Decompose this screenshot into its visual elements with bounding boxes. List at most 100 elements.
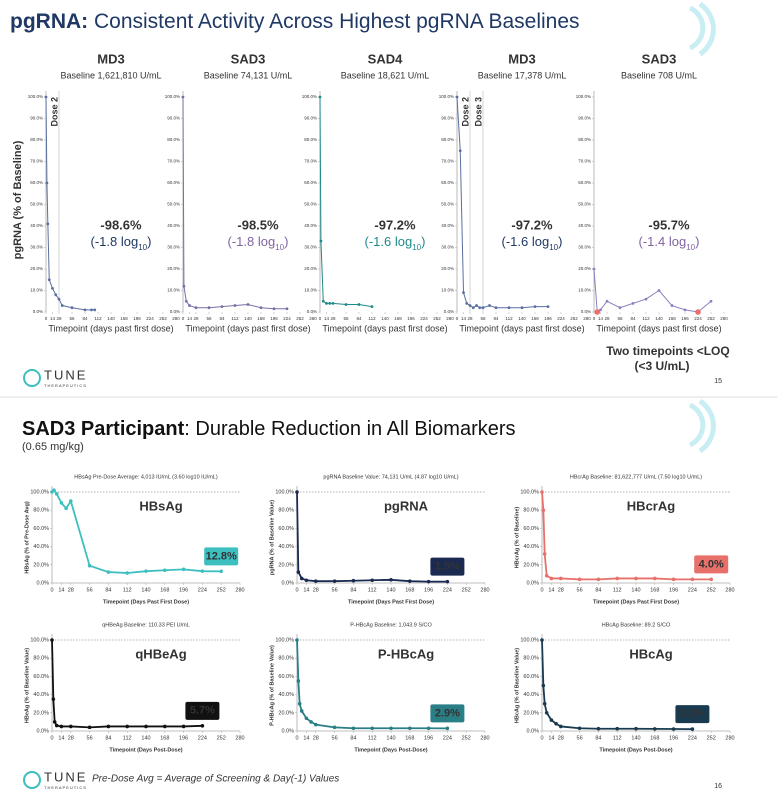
data-point xyxy=(634,576,638,581)
x-tick-label: 28 xyxy=(558,587,564,593)
x-tick-label: 28 xyxy=(558,735,564,741)
x-tick-label: 224 xyxy=(283,316,291,321)
annotation-log-part: ) xyxy=(558,234,562,249)
data-point xyxy=(533,305,537,309)
data-point xyxy=(304,716,309,721)
data-point xyxy=(331,302,335,305)
data-point xyxy=(200,569,205,573)
panel-subtitle: Baseline 74,131 U/mL xyxy=(204,70,293,80)
y-tick-label: 20.0% xyxy=(33,710,49,716)
data-point xyxy=(546,305,550,309)
x-tick-label: 84 xyxy=(105,735,111,741)
data-point xyxy=(445,579,450,584)
y-tick-label: 90.0% xyxy=(167,116,180,121)
data-point xyxy=(357,303,361,306)
y-tick-label: 100.0% xyxy=(520,637,539,643)
y-tick-label: 40.0% xyxy=(523,692,539,698)
annotation-log-part: (-1.8 log xyxy=(228,234,276,249)
data-point xyxy=(332,725,337,730)
data-point xyxy=(389,578,393,582)
chart-title: HBcrAg xyxy=(627,498,675,513)
x-tick-label: 140 xyxy=(386,735,395,741)
value-label-box xyxy=(675,705,710,724)
data-point xyxy=(93,308,97,312)
data-point xyxy=(90,308,93,312)
y-axis-label: HBsAg (% of Pre-Dose Avg) xyxy=(24,501,30,573)
data-point xyxy=(671,577,676,582)
x-tick-label: 196 xyxy=(681,316,689,321)
x-tick-label: 112 xyxy=(123,735,132,741)
data-point xyxy=(653,576,657,581)
data-point xyxy=(445,726,450,731)
title-rest: : Durable Reduction in All Biomarkers xyxy=(184,418,515,440)
data-point xyxy=(295,490,299,494)
y-tick-label: 100.0% xyxy=(439,94,454,99)
annotation-log-part: 10 xyxy=(412,243,421,252)
chart-title: pgRNA xyxy=(384,498,429,513)
x-tick-label: 168 xyxy=(668,316,676,321)
y-tick-label: 50.0% xyxy=(441,202,454,207)
data-point xyxy=(181,567,186,572)
x-axis-label: Timepoint (days past first dose) xyxy=(48,323,173,333)
data-point xyxy=(709,577,713,582)
x-tick-label: 84 xyxy=(105,587,111,593)
annotation: -97.2% xyxy=(374,217,416,232)
x-tick-label: 0 xyxy=(456,316,459,321)
y-tick-label: 30.0% xyxy=(30,245,43,250)
data-point xyxy=(559,724,563,729)
x-axis-label: Timepoint (Days Past First Dose) xyxy=(348,599,434,605)
annotation-log-part: (-1.6 log xyxy=(365,234,413,249)
data-point xyxy=(246,303,250,306)
data-point xyxy=(87,725,92,730)
x-tick-label: 112 xyxy=(642,316,650,321)
data-point xyxy=(549,718,554,722)
x-tick-label: 168 xyxy=(120,316,128,321)
annotation-log-part: ) xyxy=(421,234,425,249)
x-tick-label: 224 xyxy=(146,316,154,321)
y-tick-label: 30.0% xyxy=(441,245,454,250)
data-point xyxy=(577,577,582,582)
data-point xyxy=(540,638,544,642)
data-point xyxy=(541,508,546,512)
logo-icon xyxy=(23,771,41,789)
x-tick-label: 0 xyxy=(50,587,53,593)
x-tick-label: 168 xyxy=(257,316,265,321)
slide-title: SAD3 Participant: Durable Reduction in A… xyxy=(22,418,516,440)
x-tick-label: 56 xyxy=(343,316,349,321)
data-point xyxy=(370,726,375,731)
annotation-log-part: 10 xyxy=(275,243,284,252)
y-tick-label: 10.0% xyxy=(167,288,180,293)
x-tick-label: 14 xyxy=(303,735,309,741)
data-point xyxy=(318,95,322,99)
annotation-log: (-1.8 log10) xyxy=(91,234,152,251)
data-point xyxy=(605,299,609,303)
data-point xyxy=(596,577,601,582)
y-tick-label: 60.0% xyxy=(278,526,294,532)
x-tick-label: 56 xyxy=(87,735,93,741)
x-tick-label: 140 xyxy=(381,316,389,321)
y-tick-label: 100.0% xyxy=(30,637,49,643)
data-point xyxy=(634,726,638,731)
data-point xyxy=(59,501,64,505)
data-point xyxy=(458,149,462,153)
y-tick-label: 0.0% xyxy=(526,580,539,586)
x-tick-label: 140 xyxy=(631,587,640,593)
y-tick-label: 80.0% xyxy=(167,137,180,142)
x-tick-label: 252 xyxy=(707,316,715,321)
x-tick-label: 28 xyxy=(604,316,610,321)
data-point xyxy=(426,579,431,584)
data-point xyxy=(182,284,186,288)
x-tick-label: 168 xyxy=(531,316,539,321)
value-label: 1.5% xyxy=(435,561,460,573)
y-tick-label: 0.0% xyxy=(281,580,294,586)
data-point xyxy=(46,222,50,226)
chart-note: HBcAg Baseline: 89.2 S/CO xyxy=(602,622,671,628)
data-point xyxy=(478,306,482,310)
data-point xyxy=(285,307,289,311)
y-tick-label: 60.0% xyxy=(578,180,591,185)
y-tick-label: 100.0% xyxy=(165,94,180,99)
data-point xyxy=(220,305,224,309)
panel-title: SAD4 xyxy=(368,51,403,66)
logo-sub: THERAPEUTICS xyxy=(44,383,87,388)
x-tick-label: 56 xyxy=(206,316,212,321)
